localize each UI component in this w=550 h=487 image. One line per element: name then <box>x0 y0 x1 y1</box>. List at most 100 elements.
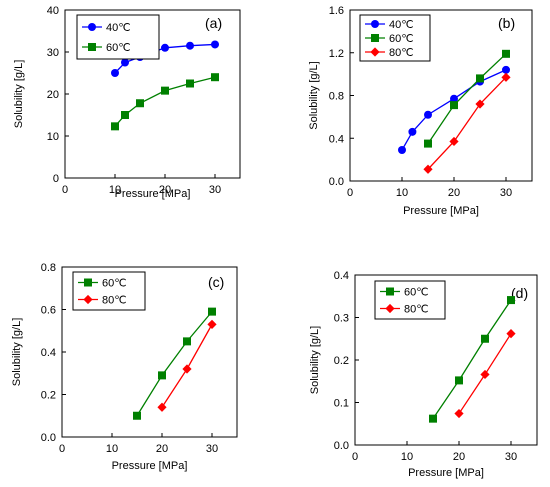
data-point <box>450 94 458 103</box>
data-point <box>455 376 463 385</box>
x-tick-label: 10 <box>106 443 118 455</box>
x-tick-label: 30 <box>206 443 218 455</box>
legend-marker <box>88 23 96 31</box>
legend-label: 80℃ <box>404 304 429 316</box>
chart-panel-d: 0.0 0.1 0.2 0.3 0.4 0 10 20 30 Pressure [MPa] Solu… <box>309 270 538 479</box>
data-point <box>211 73 219 82</box>
x-tick-label: 30 <box>209 184 221 196</box>
legend-marker <box>385 303 395 314</box>
legend-label: 60℃ <box>102 278 127 290</box>
data-point <box>480 369 490 380</box>
x-tick-label: 10 <box>401 451 413 463</box>
data-point <box>449 136 459 147</box>
x-tick-label: 0 <box>347 187 353 199</box>
legend-label: 60℃ <box>106 42 131 54</box>
x-tick-label: 20 <box>159 184 171 196</box>
data-point <box>186 41 194 50</box>
data-point <box>450 101 458 110</box>
legend-marker <box>370 47 380 57</box>
data-point <box>211 40 219 49</box>
data-point <box>207 319 217 329</box>
x-tick-label: 20 <box>453 451 465 463</box>
legend-label: 40℃ <box>106 22 131 34</box>
legend-label: 80℃ <box>102 295 127 307</box>
y-tick-label: 0.2 <box>41 390 56 402</box>
chart-panel-b: 0.0 0.4 0.8 1.2 1.6 0 10 20 30 Pressure [MPa] Solu… <box>308 5 533 217</box>
data-point <box>502 65 510 74</box>
x-tick-label: 20 <box>156 443 168 455</box>
chart-panel-c: 0.0 0.2 0.4 0.6 0.8 0 10 20 30 Pressure [MPa] Solu… <box>11 262 238 472</box>
data-point <box>502 49 510 58</box>
data-point <box>133 411 141 420</box>
legend-box <box>72 271 146 311</box>
x-tick-label: 30 <box>505 451 517 463</box>
legend-label: 60℃ <box>404 287 429 299</box>
y-axis-label: Solubility [g/L] <box>309 326 321 394</box>
data-point <box>208 307 216 316</box>
y-tick-label: 0.0 <box>41 432 56 444</box>
data-point <box>121 111 129 119</box>
y-tick-label: 1.6 <box>329 5 344 17</box>
y-tick-label: 0.0 <box>329 176 344 188</box>
data-point <box>506 329 516 339</box>
data-point <box>408 127 417 136</box>
y-tick-label: 0.3 <box>334 313 349 325</box>
y-tick-label: 0 <box>53 173 59 185</box>
x-tick-label: 10 <box>109 184 121 196</box>
panel-label: (b) <box>498 15 515 31</box>
legend-marker <box>84 278 92 287</box>
legend-label: 80℃ <box>389 47 414 59</box>
panel-label: (a) <box>205 15 222 31</box>
data-point <box>111 69 119 77</box>
data-point <box>158 371 166 380</box>
data-point <box>186 79 194 88</box>
x-axis-label: Pressure [MPa] <box>403 205 479 217</box>
y-tick-label: 0.4 <box>41 347 56 359</box>
y-axis-label: Solubility [g/L] <box>11 318 23 386</box>
data-point <box>111 122 119 131</box>
y-tick-label: 0.6 <box>41 305 56 317</box>
data-point <box>423 164 433 174</box>
data-point <box>501 72 511 82</box>
data-point <box>161 86 169 95</box>
legend-marker <box>371 34 379 42</box>
y-tick-label: 0.8 <box>41 262 56 274</box>
x-tick-label: 10 <box>396 187 408 199</box>
series-line-2 <box>427 76 507 170</box>
y-tick-label: 0.2 <box>334 355 349 367</box>
y-tick-label: 40 <box>47 5 59 17</box>
data-point <box>398 146 406 155</box>
y-tick-label: 0.4 <box>329 133 344 145</box>
data-point <box>454 408 464 419</box>
data-point <box>424 139 432 148</box>
data-point <box>183 337 191 346</box>
x-tick-label: 0 <box>59 443 65 455</box>
x-axis-label: Pressure [MPa] <box>408 467 484 479</box>
data-point <box>507 296 515 305</box>
series-line-0 <box>136 311 213 417</box>
legend-marker <box>88 43 96 51</box>
y-tick-label: 20 <box>47 89 59 101</box>
y-tick-label: 0.4 <box>334 270 349 282</box>
data-point <box>475 99 485 109</box>
x-tick-label: 0 <box>352 451 358 463</box>
legend-label: 40℃ <box>389 19 414 31</box>
panel-label: (d) <box>511 285 528 301</box>
panel-label: (c) <box>208 274 224 290</box>
y-tick-label: 30 <box>47 47 59 59</box>
legend-marker <box>386 287 394 296</box>
data-point <box>161 43 169 52</box>
series-line-0 <box>432 299 512 420</box>
y-tick-label: 0.0 <box>334 440 349 452</box>
legend-marker <box>371 20 379 28</box>
x-tick-label: 30 <box>500 187 512 199</box>
data-point <box>424 110 432 119</box>
y-axis-label: Solubility [g/L] <box>308 61 320 129</box>
series-line-1 <box>114 76 216 127</box>
data-point <box>481 334 489 343</box>
chart-panel-a: 0 10 20 30 40 0 10 20 30 Pressure [MPa] Solubility… <box>13 5 241 200</box>
data-point <box>182 364 192 374</box>
data-point <box>136 99 144 108</box>
x-axis-label: Pressure [MPa] <box>115 188 191 200</box>
